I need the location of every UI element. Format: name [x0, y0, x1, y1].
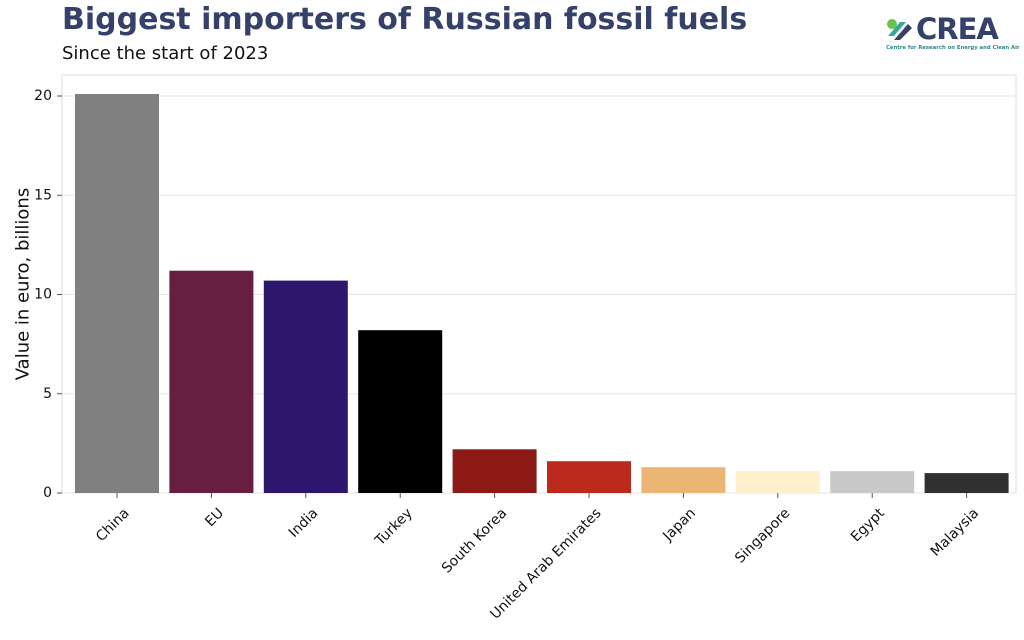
bar-malaysia[interactable] — [924, 473, 1009, 493]
bar-china[interactable] — [75, 94, 159, 493]
x-tick-label: Turkey — [372, 505, 416, 549]
x-tick-label: Malaysia — [928, 505, 983, 560]
crea-logo-icon — [887, 19, 912, 40]
x-tick-label: South Korea — [439, 505, 510, 576]
x-tick-label: Singapore — [732, 505, 793, 566]
y-tick-label: 10 — [34, 287, 52, 303]
bar-india[interactable] — [263, 280, 348, 493]
bars — [75, 94, 1009, 493]
bar-turkey[interactable] — [358, 330, 443, 493]
y-axis-title: Value in euro, billions — [13, 188, 34, 380]
y-tick-label: 20 — [34, 88, 52, 104]
x-tick-label: Japan — [659, 505, 699, 545]
y-axis: 0 5 10 15 20 — [34, 88, 62, 501]
logo-wordmark: CREA — [916, 12, 999, 46]
chart-subtitle: Since the start of 2023 — [62, 43, 269, 64]
y-tick-label: 0 — [43, 485, 52, 501]
bar-united-arab-emirates[interactable] — [547, 461, 631, 493]
bar-japan[interactable] — [641, 467, 726, 493]
y-tick-label: 5 — [43, 386, 52, 402]
x-tick-label: Egypt — [848, 505, 888, 545]
bar-singapore[interactable] — [735, 471, 820, 493]
bar-south-korea[interactable] — [452, 449, 537, 493]
crea-logo: CREA Centre for Research on Energy and C… — [884, 12, 1020, 56]
chart-title: Biggest importers of Russian fossil fuel… — [62, 2, 748, 37]
bar-eu[interactable] — [169, 270, 254, 493]
logo-tagline: Centre for Research on Energy and Clean … — [886, 45, 1020, 51]
x-tick-label: India — [286, 505, 322, 541]
bar-egypt[interactable] — [830, 471, 915, 493]
y-tick-label: 15 — [34, 187, 52, 203]
x-tick-label: EU — [202, 505, 227, 530]
x-tick-label: China — [93, 505, 133, 545]
x-tick-label: United Arab Emirates — [487, 505, 604, 622]
